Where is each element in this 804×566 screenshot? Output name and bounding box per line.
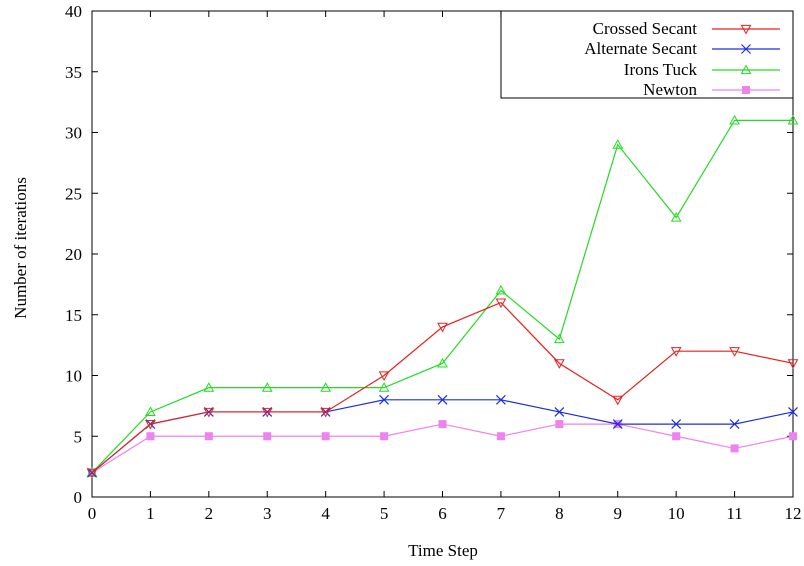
data-point-irons-tuck	[378, 382, 390, 392]
x-tick-label: 10	[668, 504, 685, 523]
data-point-newton	[672, 432, 681, 441]
data-point-newton	[146, 432, 155, 441]
y-tick-label: 5	[74, 427, 83, 446]
data-point-crossed-secant	[145, 420, 156, 430]
x-tick-label: 4	[321, 504, 330, 523]
data-point-crossed-secant	[203, 407, 215, 418]
data-point-newton	[496, 432, 505, 441]
data-point-newton	[263, 432, 272, 441]
legend-label-irons-tuck: Irons Tuck	[624, 60, 698, 79]
data-point-irons-tuck	[670, 212, 682, 222]
data-point-irons-tuck	[320, 382, 332, 392]
x-tick-label: 9	[614, 504, 623, 523]
legend-marker-crossed-secant	[740, 24, 752, 35]
data-point-crossed-secant	[495, 298, 507, 309]
data-point-newton	[789, 432, 797, 441]
data-point-crossed-secant	[553, 359, 565, 369]
data-point-irons-tuck	[145, 406, 156, 417]
x-tick-label: 3	[263, 504, 272, 523]
data-point-crossed-secant	[378, 371, 390, 382]
data-point-alternate-secant	[612, 419, 623, 430]
y-tick-label: 30	[65, 124, 82, 143]
data-point-crossed-secant	[787, 359, 799, 369]
series-line-crossed-secant	[91, 301, 794, 474]
data-point-irons-tuck	[261, 382, 273, 392]
data-point-alternate-secant	[437, 394, 448, 405]
legend-label-newton: Newton	[643, 80, 697, 99]
data-point-irons-tuck	[553, 333, 565, 344]
x-axis-label: Time Step	[408, 541, 478, 560]
data-point-crossed-secant	[86, 468, 98, 479]
data-point-irons-tuck	[203, 382, 215, 392]
legend-marker-irons-tuck	[740, 64, 752, 75]
y-axis-label: Number of iterations	[11, 177, 30, 319]
x-tick-label: 5	[380, 504, 389, 523]
y-tick-label: 20	[65, 245, 82, 264]
data-point-crossed-secant	[670, 347, 682, 357]
series-line-irons-tuck	[91, 119, 793, 474]
data-point-irons-tuck	[612, 139, 624, 149]
data-point-alternate-secant	[788, 407, 798, 417]
legend-label-crossed-secant: Crossed Secant	[593, 19, 698, 38]
data-point-newton	[555, 420, 564, 429]
y-tick-label: 0	[74, 488, 83, 507]
data-point-newton	[321, 432, 330, 441]
data-point-newton	[438, 420, 447, 429]
data-point-irons-tuck	[729, 114, 740, 125]
data-point-alternate-secant	[495, 394, 506, 405]
data-point-crossed-secant	[320, 407, 332, 418]
series-line-newton	[91, 423, 794, 474]
data-point-alternate-secant	[729, 419, 740, 430]
series-newton	[88, 420, 797, 477]
legend-marker-newton	[742, 86, 750, 94]
data-point-newton	[204, 432, 213, 441]
data-point-crossed-secant	[437, 322, 448, 333]
data-point-irons-tuck	[495, 284, 507, 295]
x-tick-label: 0	[88, 504, 97, 523]
data-point-alternate-secant	[379, 394, 390, 405]
x-tick-label: 2	[205, 504, 214, 523]
data-point-crossed-secant	[729, 347, 740, 357]
x-tick-label: 11	[726, 504, 742, 523]
data-point-irons-tuck	[787, 114, 799, 125]
data-point-alternate-secant	[554, 407, 565, 417]
x-tick-label: 7	[497, 504, 506, 523]
series-layer	[86, 114, 799, 479]
x-tick-label: 12	[785, 504, 802, 523]
data-point-crossed-secant	[612, 395, 624, 406]
x-tick-label: 8	[555, 504, 564, 523]
y-tick-label: 10	[65, 367, 82, 386]
y-tick-label: 15	[65, 306, 82, 325]
data-point-newton	[730, 444, 739, 453]
x-tick-label: 6	[438, 504, 447, 523]
y-tick-label: 25	[65, 184, 82, 203]
x-tick-label: 1	[146, 504, 155, 523]
data-point-newton	[380, 432, 389, 441]
legend-label-alternate-secant: Alternate Secant	[584, 39, 697, 58]
legend-marker-alternate-secant	[741, 44, 751, 54]
y-tick-label: 35	[65, 63, 82, 82]
series-crossed-secant	[86, 298, 799, 479]
data-point-alternate-secant	[671, 419, 682, 430]
data-point-irons-tuck	[437, 357, 448, 368]
y-tick-label: 40	[65, 2, 82, 21]
data-point-crossed-secant	[261, 407, 273, 418]
